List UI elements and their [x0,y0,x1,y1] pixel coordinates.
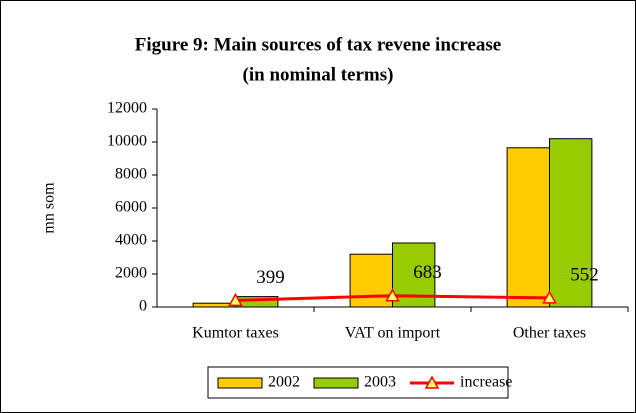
y-tick-label: 10000 [107,133,147,150]
y-tick-label: 6000 [115,199,147,216]
legend-label: 2003 [364,374,396,391]
marker [228,292,243,307]
x-tick-label: Other taxes [513,325,586,342]
data-label: 399 [256,267,285,288]
chart-title: Figure 9: Main sources of tax revene inc… [135,34,501,55]
bar [549,138,593,308]
x-tick-label: Kumtor taxes [192,325,279,342]
y-axis-label: mn som [41,182,58,234]
x-tick-label: VAT on import [345,325,441,342]
bar [349,253,393,308]
chart-title: (in nominal terms) [243,64,394,85]
y-tick-label: 8000 [115,166,147,183]
legend-swatch [217,377,263,389]
data-label: 683 [413,262,442,283]
y-tick-label: 0 [139,298,147,315]
bar [506,147,550,308]
legend-label: 2002 [268,374,300,391]
legend-swatch [313,377,359,389]
marker [385,288,400,302]
legend-label: increase [460,374,512,391]
y-tick-label: 12000 [107,100,147,117]
data-label: 552 [570,264,599,285]
marker [542,290,557,304]
legend-marker [424,375,440,389]
y-tick-label: 2000 [115,265,147,282]
y-tick-label: 4000 [115,232,147,249]
